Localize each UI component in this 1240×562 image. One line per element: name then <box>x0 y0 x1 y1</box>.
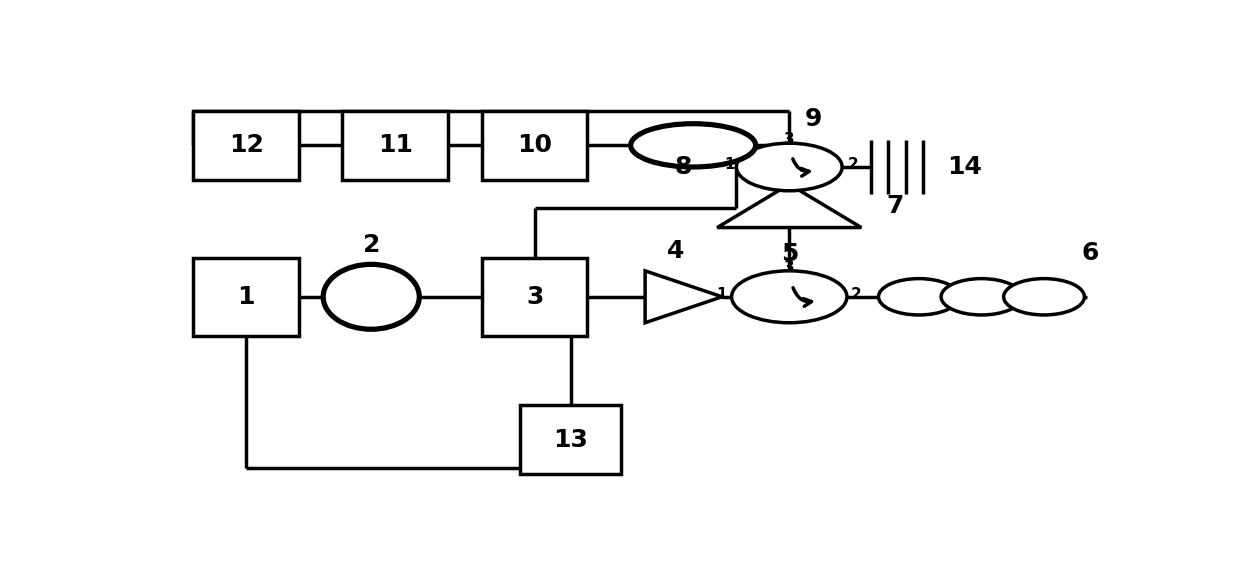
Text: 2: 2 <box>847 157 858 173</box>
Text: 11: 11 <box>378 133 413 157</box>
Ellipse shape <box>631 124 755 167</box>
Bar <box>521 405 621 474</box>
Text: 3: 3 <box>526 285 543 309</box>
Text: 2: 2 <box>851 287 862 302</box>
Text: 1: 1 <box>717 287 727 302</box>
Text: 1: 1 <box>238 285 255 309</box>
FancyArrowPatch shape <box>794 288 811 306</box>
Text: 6: 6 <box>1081 241 1099 265</box>
Circle shape <box>941 279 1022 315</box>
FancyArrowPatch shape <box>792 159 808 176</box>
Text: 5: 5 <box>780 242 799 266</box>
Bar <box>193 258 299 336</box>
Ellipse shape <box>324 264 419 329</box>
Text: 7: 7 <box>887 194 904 218</box>
Text: 8: 8 <box>675 155 692 179</box>
Text: 10: 10 <box>517 133 552 157</box>
Bar <box>193 111 299 180</box>
Bar <box>481 111 588 180</box>
Circle shape <box>878 279 960 315</box>
Text: 13: 13 <box>553 428 588 452</box>
Text: 3: 3 <box>784 132 795 147</box>
Circle shape <box>732 271 847 323</box>
Text: 3: 3 <box>784 260 795 275</box>
Text: 12: 12 <box>229 133 264 157</box>
Bar <box>481 258 588 336</box>
Text: 1: 1 <box>724 157 735 173</box>
Text: 14: 14 <box>946 155 982 179</box>
Text: 2: 2 <box>362 233 379 257</box>
Text: 4: 4 <box>667 239 684 264</box>
Circle shape <box>737 143 842 191</box>
Bar <box>342 111 448 180</box>
Text: 9: 9 <box>805 107 822 132</box>
Circle shape <box>1003 279 1085 315</box>
